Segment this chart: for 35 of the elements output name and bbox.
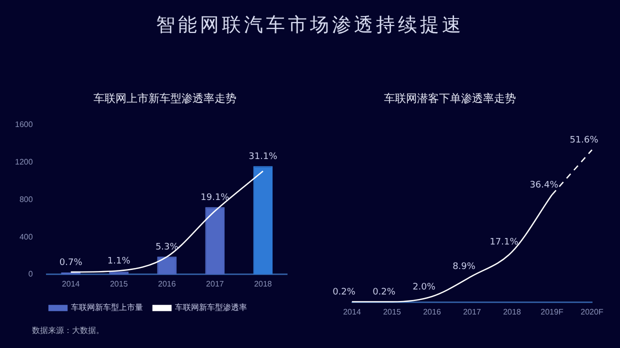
y-tick-label: 0 <box>28 270 34 279</box>
data-label: 1.1% <box>107 256 131 267</box>
x-tick-label: 2017 <box>463 307 482 316</box>
data-label: 5.3% <box>155 242 179 253</box>
legend-label: 车联网新车型渗透率 <box>175 303 247 312</box>
chart-title: 智能网联汽车市场渗透持续提速 <box>155 13 465 38</box>
x-tick-label: 2017 <box>206 279 224 288</box>
x-tick-label: 2019F <box>540 307 564 316</box>
data-label: 17.1% <box>490 238 519 248</box>
x-tick-label: 2014 <box>62 279 80 288</box>
x-tick-label: 2015 <box>110 279 128 288</box>
data-label: 0.2% <box>372 288 396 298</box>
x-tick-label: 2016 <box>158 279 176 288</box>
x-tick-label: 2014 <box>343 307 362 316</box>
x-tick-label: 2020F <box>580 307 604 316</box>
data-label: 2.0% <box>412 282 436 292</box>
data-label: 19.1% <box>200 193 230 204</box>
x-tick-label: 2018 <box>503 307 522 316</box>
x-tick-label: 2015 <box>383 307 402 316</box>
legend-label: 车联网新车型上市量 <box>71 303 143 312</box>
data-label: 0.7% <box>59 258 83 268</box>
x-tick-label: 2016 <box>423 307 442 316</box>
y-tick-label: 1600 <box>15 120 34 130</box>
data-label: 0.2% <box>332 288 356 298</box>
x-tick-label: 2018 <box>254 279 272 288</box>
y-tick-label: 800 <box>19 194 34 204</box>
y-tick-label: 400 <box>19 232 34 242</box>
data-label: 36.4% <box>530 180 559 191</box>
data-label: 51.6% <box>570 136 599 146</box>
data-label: 8.9% <box>452 262 476 272</box>
y-tick-label: 1200 <box>15 158 34 167</box>
chart-title: 车联网潜客下单渗透率走势 <box>383 91 517 106</box>
data-label: 31.1% <box>248 152 278 162</box>
chart-subtitle: 车联网上市新车型渗透率走势 <box>92 91 238 106</box>
source-note: 数据来源：大数据。 <box>32 325 104 336</box>
